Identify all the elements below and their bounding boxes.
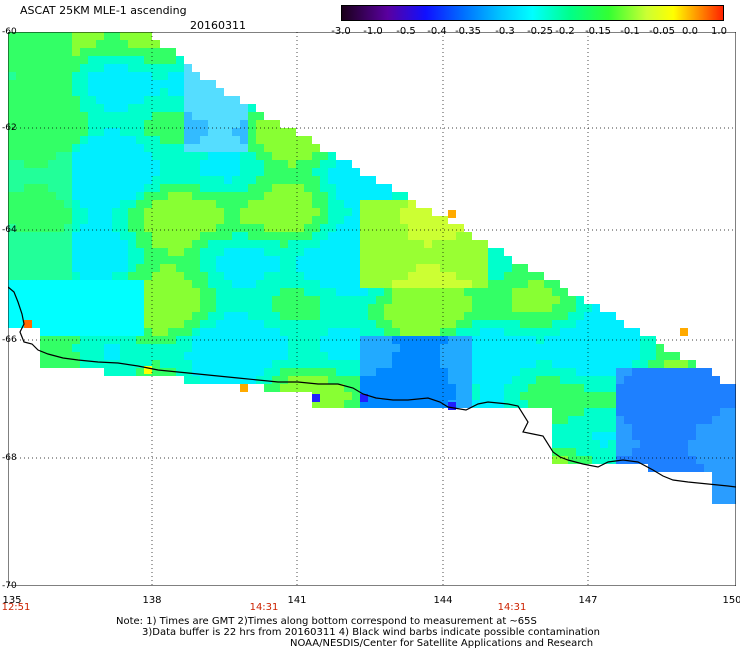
antarctic-coastline xyxy=(8,286,736,488)
latitude-label: -66 xyxy=(2,335,17,345)
longitude-label: 150 xyxy=(722,595,740,606)
latitude-label: -64 xyxy=(2,225,17,235)
longitude-label: 147 xyxy=(578,595,598,606)
color-scale-bar xyxy=(341,5,724,21)
product-title: ASCAT 25KM MLE-1 ascending xyxy=(20,4,187,17)
scatterometer-swath xyxy=(8,32,736,504)
longitude-label: 141 xyxy=(287,595,307,606)
longitude-label: 138 xyxy=(142,595,162,606)
latitude-label: -70 xyxy=(2,581,17,591)
note-line-2: 3)Data buffer is 22 hrs from 20160311 4)… xyxy=(142,627,600,638)
latitude-label: -62 xyxy=(2,123,17,133)
latitude-label: -60 xyxy=(2,27,17,37)
product-date: 20160311 xyxy=(190,19,246,32)
wind-map-plot xyxy=(8,32,736,586)
pass-time-label: 14:31 xyxy=(497,602,527,613)
pass-time-label: 14:31 xyxy=(249,602,279,613)
note-line-1: Note: 1) Times are GMT 2)Times along bot… xyxy=(116,616,537,627)
lat-lon-grid xyxy=(8,32,736,586)
latitude-label: -68 xyxy=(2,453,17,463)
pass-time-label: 12:51 xyxy=(1,602,31,613)
longitude-label: 135 xyxy=(2,595,22,606)
longitude-label: 144 xyxy=(433,595,453,606)
note-line-3: NOAA/NESDIS/Center for Satellite Applica… xyxy=(290,638,594,649)
